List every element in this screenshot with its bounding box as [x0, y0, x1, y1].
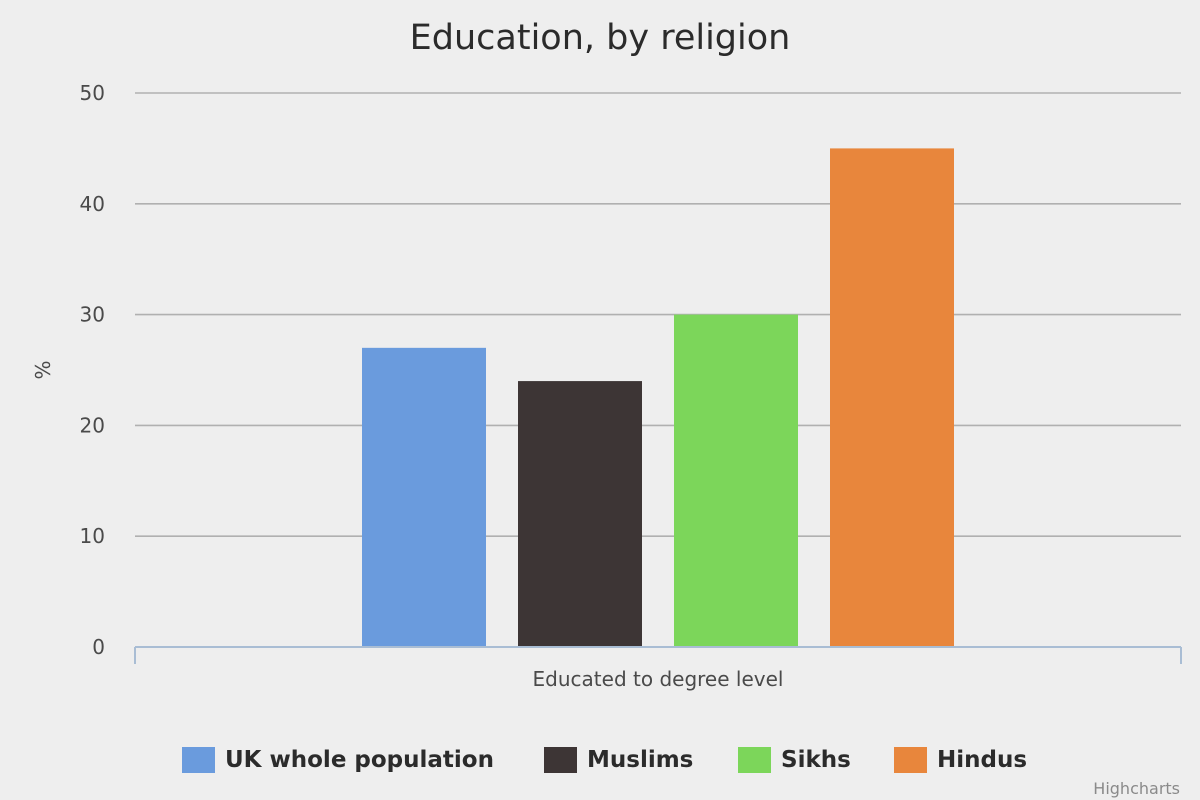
bar-uk-whole-population[interactable]: [362, 347, 486, 647]
legend-item-muslims[interactable]: Muslims: [544, 740, 693, 780]
legend-swatch: [738, 747, 771, 773]
chart-title: Education, by religion: [410, 18, 791, 58]
y-axis-ticks: 0 10 20 30 40 50: [80, 81, 105, 659]
legend-item-uk-whole-population[interactable]: UK whole population: [182, 740, 494, 780]
bar-muslims[interactable]: [518, 381, 642, 647]
legend: UK whole population Muslims Sikhs Hindus: [0, 740, 1200, 780]
y-axis-label: %: [31, 360, 55, 379]
y-tick-label: 30: [80, 303, 105, 327]
legend-label: Muslims: [587, 747, 694, 773]
y-tick-label: 40: [80, 192, 105, 216]
y-tick-label: 0: [92, 635, 105, 659]
legend-swatch: [894, 747, 927, 773]
bars: [362, 148, 954, 647]
x-axis: [134, 646, 1182, 664]
y-tick-label: 50: [80, 81, 105, 105]
credits-link[interactable]: Highcharts: [1093, 779, 1180, 798]
legend-label: Sikhs: [781, 747, 851, 773]
bar-hindus[interactable]: [830, 148, 954, 647]
bar-sikhs[interactable]: [674, 314, 798, 647]
y-tick-label: 20: [80, 413, 105, 437]
legend-item-sikhs[interactable]: Sikhs: [738, 740, 851, 780]
y-tick-label: 10: [80, 524, 105, 548]
legend-label: UK whole population: [225, 747, 494, 773]
x-category-label: Educated to degree level: [533, 667, 784, 691]
legend-swatch: [544, 747, 577, 773]
gridlines: [135, 92, 1181, 538]
legend-swatch: [182, 747, 215, 773]
legend-label: Hindus: [937, 747, 1028, 773]
legend-item-hindus[interactable]: Hindus: [894, 740, 1027, 780]
